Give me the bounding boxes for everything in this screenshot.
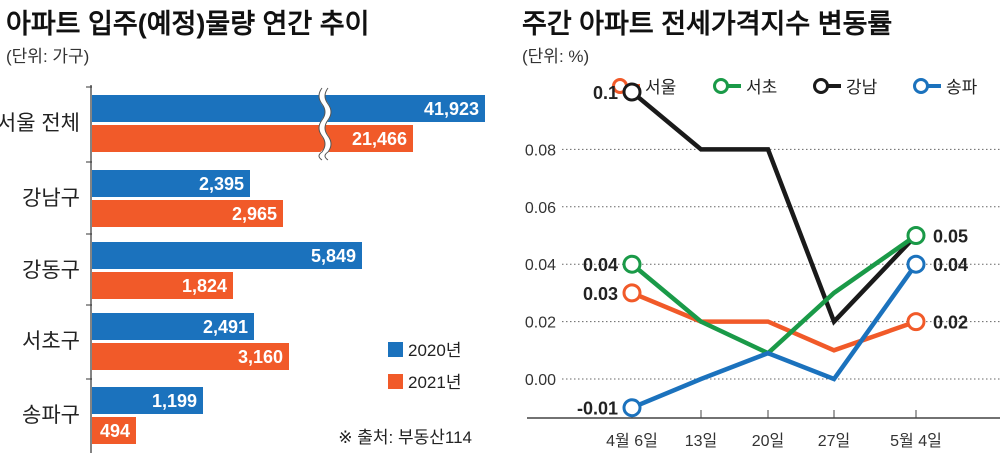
- legend-label: 송파: [946, 78, 978, 97]
- bar-2020: [92, 242, 362, 269]
- x-tick-label: 5월 4일: [890, 432, 942, 450]
- bar-chart-unit: (단위: 가구): [6, 47, 89, 66]
- bar-value-label: 2,491: [203, 317, 248, 337]
- legend-label: 강남: [846, 78, 878, 97]
- legend-swatch: [388, 342, 403, 357]
- x-tick-label: 27일: [818, 432, 851, 450]
- series-line-강남: [630, 90, 918, 326]
- data-label-end: 0.02: [933, 313, 968, 333]
- data-label-end: 0.05: [933, 227, 968, 247]
- bar-value-label: 2,395: [199, 174, 244, 194]
- legend-label: 서울: [645, 78, 676, 97]
- y-tick-label: 0.08: [525, 142, 556, 159]
- bar-2020: [92, 95, 485, 122]
- data-point-end: [906, 254, 926, 274]
- x-tick-label: 13일: [685, 432, 718, 450]
- legend-label: 2020년: [408, 341, 461, 360]
- category-label: 서초구: [22, 330, 80, 353]
- bar-value-label: 5,849: [311, 246, 356, 266]
- bar-2020: [92, 313, 254, 340]
- legend-marker-icon: [913, 78, 929, 94]
- category-label: 서울 전체: [0, 112, 80, 135]
- bar-value-label: 3,160: [238, 347, 283, 367]
- bar-2021: [92, 125, 413, 152]
- data-label-start: 0.04: [583, 255, 618, 275]
- y-tick-label: 0.04: [525, 257, 556, 274]
- bar-2021: [92, 272, 233, 299]
- bar-2021: [92, 343, 289, 370]
- legend-marker-icon: [713, 78, 729, 94]
- category-label: 강남구: [22, 187, 80, 210]
- category-label: 강동구: [22, 259, 80, 282]
- x-tick-label: 20일: [752, 432, 785, 450]
- bar-value-label: 21,466: [352, 129, 407, 149]
- axis-break-icon: [318, 87, 326, 161]
- series-line-송파: [631, 262, 918, 410]
- legend-marker-icon: [813, 78, 829, 94]
- source-note: ※ 출처: 부동산114: [338, 428, 472, 447]
- bar-chart-title: 아파트 입주(예정)물량 연간 추이: [6, 9, 369, 39]
- data-label-end: 0.04: [933, 255, 968, 275]
- y-tick-label: 0.02: [525, 315, 556, 332]
- data-point-end: [906, 312, 926, 332]
- bar-value-label: 1,199: [152, 391, 197, 411]
- x-tick-label: 4월 6일: [606, 432, 658, 450]
- bar-value-label: 2,965: [232, 204, 277, 224]
- y-tick-label: 0.00: [525, 372, 556, 389]
- legend-label: 서초: [746, 78, 777, 97]
- axis-break-icon: [324, 87, 332, 161]
- bar-value-label: 41,923: [424, 99, 479, 119]
- axis-break-icon: [319, 86, 331, 163]
- data-point-end: [906, 226, 926, 245]
- data-point-start: [622, 82, 642, 102]
- data-point-start: [622, 283, 642, 303]
- bar-2020: [92, 170, 250, 197]
- line-chart-unit: (단위: %): [522, 47, 589, 66]
- data-point-start: [622, 254, 642, 274]
- bar-value-label: 494: [100, 421, 130, 441]
- y-tick-label: 0.06: [525, 200, 556, 217]
- data-label-start: -0.01: [577, 399, 618, 419]
- legend-label: 2021년: [408, 373, 461, 392]
- legend-swatch: [388, 374, 403, 389]
- bar-2021: [92, 200, 283, 227]
- category-label: 송파구: [22, 404, 80, 427]
- bar-2021: [92, 417, 136, 444]
- data-label-start: 0.1: [593, 83, 618, 103]
- data-label-start: 0.03: [583, 284, 618, 304]
- bar-2020: [92, 387, 203, 414]
- data-point-start: [622, 398, 642, 418]
- bar-value-label: 1,824: [182, 276, 227, 296]
- line-chart-title: 주간 아파트 전세가격지수 변동률: [522, 9, 892, 39]
